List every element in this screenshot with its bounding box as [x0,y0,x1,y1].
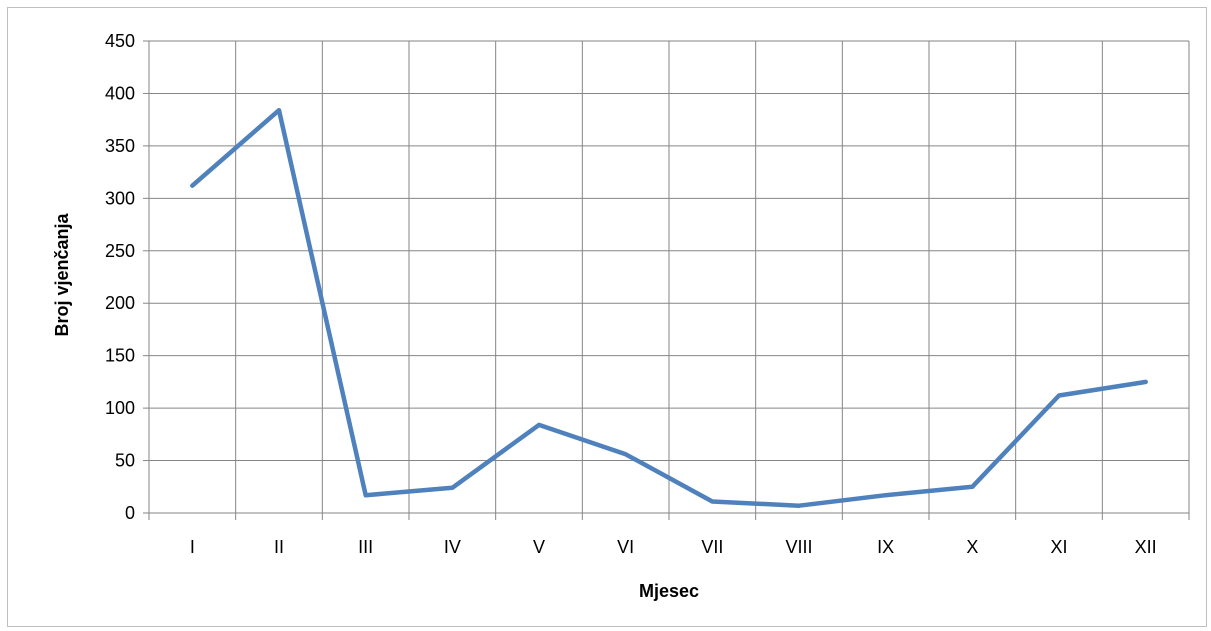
chart-frame [7,7,1207,627]
y-axis-title: Broj vjenčanja [52,212,72,336]
x-tick-label: X [966,537,978,557]
series-line [190,107,1148,508]
x-tick-label: XI [1050,537,1067,557]
y-tick-label: 200 [105,293,135,313]
x-tick-label: II [274,537,284,557]
x-tick-label: I [190,537,195,557]
series-group [190,107,1148,508]
x-tick-label: VII [701,537,723,557]
x-tick-label: VI [617,537,634,557]
y-tick-label: 300 [105,188,135,208]
grid-lines [149,40,1190,513]
y-tick-label: 250 [105,241,135,261]
x-tick-label: IX [877,537,894,557]
x-tick-label: III [358,537,373,557]
y-tick-label: 50 [115,451,135,471]
x-tick-label: IV [444,537,461,557]
y-tick-label: 400 [105,83,135,103]
y-tick-label: 0 [125,503,135,523]
x-tick-label: XII [1135,537,1157,557]
y-tick-label: 450 [105,31,135,51]
x-tick-label: VIII [785,537,812,557]
x-axis-title: Mjesec [639,581,699,601]
x-axis-ticks: I II III IV V VI VII VIII IX X XI XII [190,537,1157,557]
y-tick-label: 100 [105,398,135,418]
y-axis-ticks: 0 50 100 150 200 250 300 350 400 450 [105,31,135,523]
axes [143,40,1190,520]
y-tick-label: 150 [105,346,135,366]
x-tick-label: V [533,537,545,557]
y-tick-label: 350 [105,136,135,156]
